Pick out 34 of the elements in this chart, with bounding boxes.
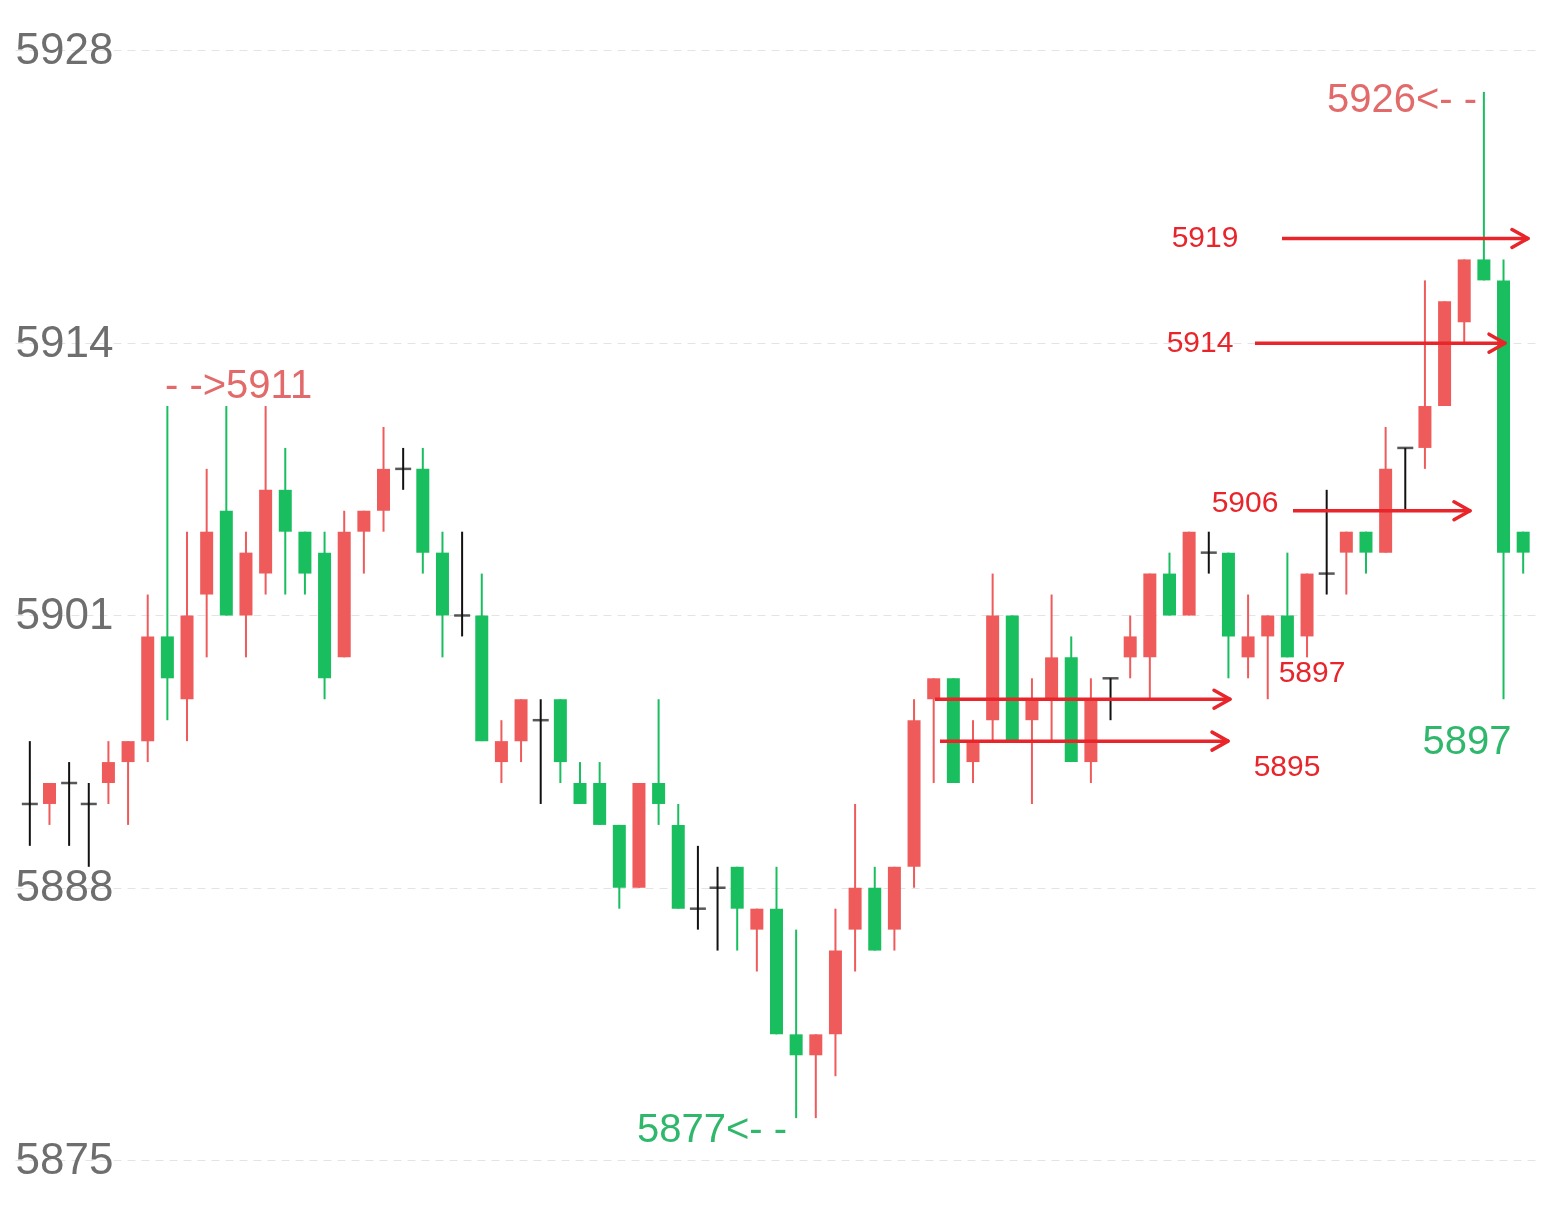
candlestick	[573, 761, 587, 805]
ref-line-label: 5906	[1211, 484, 1279, 518]
candlestick	[494, 719, 508, 785]
candlestick	[357, 509, 371, 575]
candlestick	[1123, 614, 1137, 680]
candlestick	[1261, 614, 1275, 701]
annotation: - ->5911	[165, 362, 313, 406]
candlestick	[966, 719, 980, 785]
candlestick	[1241, 593, 1255, 680]
ref-line-label: 5895	[1253, 749, 1321, 783]
candlestick	[1516, 530, 1530, 575]
y-tick-label: 5928	[15, 23, 114, 73]
y-tick-label: 5914	[15, 316, 114, 366]
candlestick	[927, 677, 941, 785]
candlestick	[1339, 530, 1353, 596]
candlestick	[1359, 530, 1373, 575]
candlestick	[1477, 90, 1491, 282]
annotation: 5877<- -	[636, 1106, 787, 1150]
ref-line-label: 5914	[1166, 325, 1234, 359]
y-tick-label: 5875	[15, 1133, 114, 1183]
candlestick	[1025, 677, 1039, 805]
candlestick	[121, 740, 135, 826]
candlestick	[652, 698, 666, 826]
y-tick-label: 5901	[15, 588, 114, 638]
annotation: 5926<- -	[1326, 76, 1477, 120]
candlestick	[789, 928, 803, 1120]
ref-line-label: 5897	[1278, 655, 1346, 689]
ref-line-label: 5919	[1171, 220, 1239, 254]
candlestick	[750, 907, 764, 973]
candlestick	[101, 740, 115, 805]
y-tick-label: 5888	[15, 861, 114, 911]
candlestick	[42, 782, 56, 826]
annotation: 5897	[1422, 718, 1512, 762]
candlestick	[809, 1033, 823, 1120]
